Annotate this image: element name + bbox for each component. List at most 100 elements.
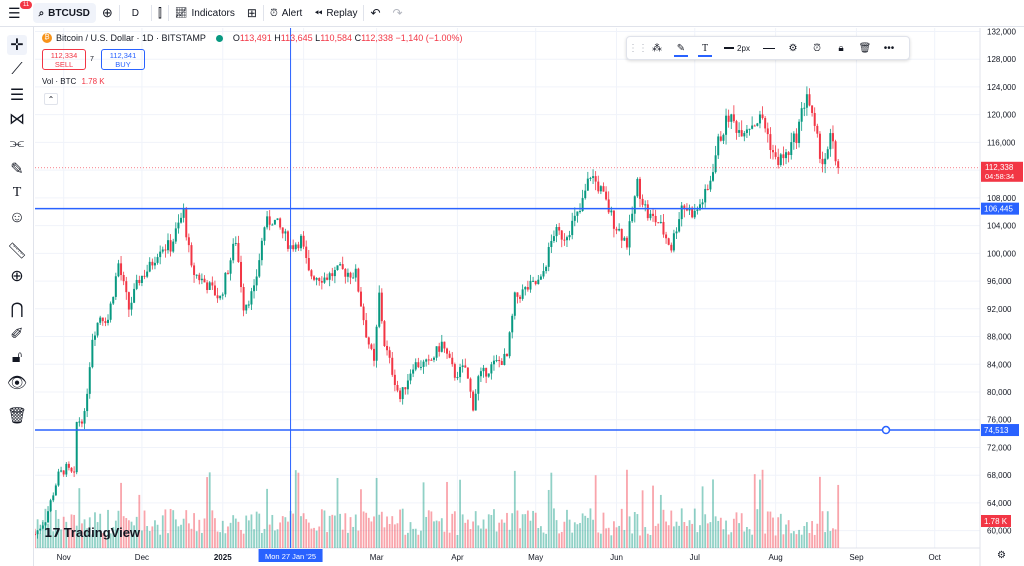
candle-body — [438, 346, 441, 352]
hide-drawings-tool[interactable]: 👁︎ — [7, 373, 27, 393]
price-chart[interactable]: 132,000128,000124,000120,000116,000112,0… — [35, 28, 1024, 566]
delete-button[interactable]: 🗑︎ — [853, 37, 877, 59]
text-tool[interactable]: T — [7, 183, 27, 203]
candle-body — [771, 150, 774, 153]
candle-body — [753, 125, 756, 127]
candle-body — [511, 315, 514, 333]
candle-body — [148, 261, 151, 272]
layouts-button[interactable]: ⊞ — [241, 0, 263, 27]
volume-bar — [534, 512, 537, 548]
settings-button[interactable]: ⚙ — [781, 37, 805, 59]
stay-drawing-tool[interactable]: ✐ — [7, 324, 27, 344]
volume-bar — [420, 530, 422, 548]
lock-button[interactable]: 🔒︎ — [829, 37, 853, 59]
candle-body — [44, 522, 47, 526]
volume-bar — [626, 469, 628, 548]
candle-body — [112, 296, 115, 304]
line-anchor-handle[interactable] — [881, 425, 891, 435]
brush-tool[interactable]: ✎ — [7, 159, 27, 179]
volume-bar — [260, 532, 263, 548]
y-tick-label: 108,000 — [987, 194, 1016, 203]
add-alert-button[interactable]: ⏰︎ — [805, 37, 829, 59]
scale-settings-button[interactable]: ⚙ — [997, 550, 1006, 561]
redo-button[interactable]: ↷ — [387, 0, 409, 27]
color-swatch — [698, 55, 712, 57]
sell-button[interactable]: 112,334 SELL — [42, 49, 86, 70]
candle-body — [829, 133, 832, 150]
magnet-tool[interactable]: ⋂ — [7, 299, 27, 319]
candles-icon: ⫿ — [157, 5, 162, 20]
symbol-search-button[interactable]: ⌕ BTCUSD — [32, 3, 96, 23]
pattern-tool[interactable]: ⋈ — [7, 109, 27, 129]
volume-bar — [81, 523, 83, 548]
fib-tool[interactable]: ☰ — [7, 85, 27, 105]
low-label: L — [315, 33, 321, 43]
candle-body — [383, 321, 386, 346]
volume-bar — [699, 525, 701, 548]
candle-body — [200, 278, 203, 281]
alert-button[interactable]: ⏰︎ Alert — [264, 0, 308, 27]
line-width-button[interactable]: 2px — [717, 37, 757, 59]
candle-body — [39, 528, 42, 531]
drag-handle[interactable]: ⋮⋮ — [628, 42, 648, 54]
y-tick-label: 124,000 — [987, 83, 1016, 92]
measure-tool[interactable]: 📏︎ — [7, 241, 27, 261]
zoom-tool[interactable]: ⊕ — [7, 266, 27, 286]
candle-body — [740, 130, 743, 137]
candle-body — [706, 188, 709, 190]
volume-bar — [271, 514, 274, 548]
volume-bar — [211, 510, 214, 548]
trend-line-tool[interactable]: ⟋ — [7, 60, 27, 80]
candle-body — [563, 239, 566, 241]
candle-body — [250, 291, 253, 305]
volume-bar — [795, 534, 798, 548]
more-button[interactable]: ••• — [877, 37, 901, 59]
line-style-button[interactable] — [757, 37, 781, 59]
volume-bar — [592, 519, 594, 548]
volume-bar — [96, 522, 99, 548]
volume-bar — [446, 481, 448, 548]
candle-body — [391, 357, 394, 375]
countdown-label: 04:58:34 — [985, 172, 1014, 181]
ruler-icon: 📏︎ — [6, 243, 28, 260]
candle-body — [375, 326, 378, 361]
x-tick-label: Nov — [57, 553, 71, 562]
volume-bar — [691, 523, 694, 548]
candle-body — [373, 348, 376, 361]
remove-drawings-tool[interactable]: 🗑︎ — [7, 406, 27, 426]
y-tick-label: 96,000 — [987, 277, 1012, 286]
volume-bar — [670, 510, 673, 548]
volume-bar — [701, 486, 704, 548]
line-color-button[interactable]: ✎ — [669, 37, 693, 59]
candle-body — [495, 360, 498, 362]
candle-body — [800, 108, 803, 122]
undo-button[interactable]: ↶ — [364, 0, 386, 27]
lock-drawings-tool[interactable]: 🔓︎ — [7, 348, 27, 368]
chart-type-button[interactable]: ⫿ — [152, 0, 168, 27]
collapse-legend-button[interactable]: ⌃ — [44, 93, 58, 105]
buy-price: 112,341 — [109, 51, 137, 60]
interval-button[interactable]: D — [120, 0, 151, 27]
candle-body — [638, 178, 641, 199]
buy-button[interactable]: 112,341 BUY — [101, 49, 145, 70]
volume-bar — [568, 519, 571, 548]
volume-bar — [200, 532, 203, 548]
replay-button[interactable]: ⏪︎ Replay — [308, 0, 363, 27]
volume-bar — [440, 518, 443, 548]
emoji-tool[interactable]: ☺ — [7, 208, 27, 228]
candle-body — [41, 525, 44, 529]
candle-body — [346, 272, 349, 277]
templates-button[interactable]: ⁂ — [645, 37, 669, 59]
crosshair-tool[interactable]: ✛ — [7, 35, 27, 55]
compare-symbol-button[interactable]: ⊕ — [96, 0, 119, 27]
volume-bar — [519, 528, 521, 548]
candle-body — [461, 365, 464, 368]
candle-body — [602, 186, 605, 192]
indicators-button[interactable]: 📈︎ Indicators — [169, 0, 241, 27]
x-tick-label: Mar — [370, 553, 384, 562]
volume-bar — [740, 513, 743, 548]
forecast-tool[interactable]: ⫘ — [7, 134, 27, 154]
menu-button[interactable]: ☰ 11 — [0, 0, 33, 27]
text-color-button[interactable]: T — [693, 37, 717, 59]
volume-bar — [777, 517, 780, 548]
